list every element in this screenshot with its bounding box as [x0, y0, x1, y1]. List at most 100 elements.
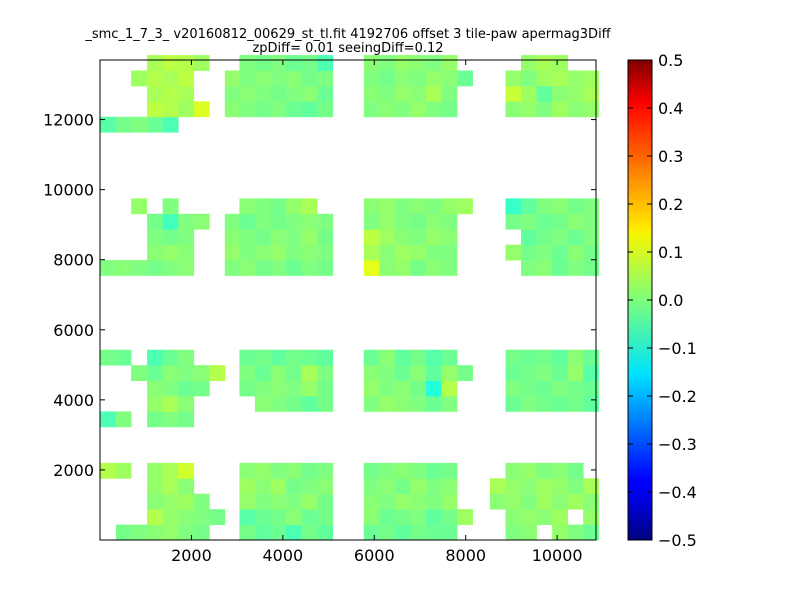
- heatmap-cell: [254, 55, 271, 71]
- heatmap-cell: [521, 101, 537, 118]
- heatmap-cell: [254, 509, 271, 525]
- heatmap-cell: [286, 396, 302, 412]
- heatmap-cell: [178, 493, 195, 510]
- heatmap-cell: [379, 85, 396, 102]
- heatmap-cell: [147, 524, 164, 541]
- heatmap-cell: [394, 462, 411, 479]
- heatmap-cell: [441, 213, 458, 230]
- heatmap-cell: [317, 70, 334, 87]
- heatmap-cell: [536, 213, 553, 230]
- heatmap-cell: [239, 213, 256, 230]
- heatmap-cell: [425, 101, 442, 118]
- heatmap-cell: [567, 380, 584, 397]
- y-tick-label: 2000: [53, 461, 94, 480]
- heatmap-cell: [567, 524, 584, 541]
- heatmap-cell: [254, 380, 271, 397]
- heatmap-cell: [425, 396, 442, 412]
- y-tick-label: 6000: [53, 321, 94, 340]
- heatmap-cell: [224, 244, 241, 261]
- heatmap-cell: [505, 365, 522, 381]
- heatmap-cell: [505, 509, 522, 525]
- heatmap-cell: [425, 493, 442, 510]
- heatmap-cell: [567, 462, 584, 479]
- heatmap-cell: [224, 85, 241, 102]
- heatmap-cell: [567, 70, 584, 87]
- heatmap-cell: [254, 260, 271, 276]
- heatmap-cell: [363, 70, 380, 87]
- heatmap-cell: [379, 70, 396, 87]
- heatmap-cell: [286, 101, 302, 118]
- heatmap-cell: [394, 70, 411, 87]
- heatmap-cell: [567, 213, 584, 230]
- heatmap-cell: [441, 365, 458, 381]
- heatmap-cell: [521, 229, 537, 246]
- heatmap-cell: [505, 493, 522, 510]
- heatmap-cell: [317, 229, 334, 246]
- heatmap-cell: [270, 380, 287, 397]
- heatmap-cell: [567, 229, 584, 246]
- heatmap-cell: [162, 396, 179, 412]
- heatmap-cell: [178, 509, 195, 525]
- x-tick-label: 8000: [445, 546, 486, 565]
- heatmap-cell: [394, 478, 411, 495]
- heatmap-cell: [363, 509, 380, 525]
- heatmap-cell: [410, 462, 427, 479]
- heatmap-cell: [162, 85, 179, 102]
- heatmap-cell: [489, 478, 506, 495]
- heatmap-cell: [239, 85, 256, 102]
- heatmap-cell: [131, 198, 148, 215]
- heatmap-cell: [583, 524, 600, 541]
- heatmap-cell: [254, 462, 271, 479]
- heatmap-cell: [178, 213, 195, 230]
- heatmap-cell: [394, 55, 411, 71]
- heatmap-cell: [583, 380, 600, 397]
- heatmap-cell: [270, 509, 287, 525]
- heatmap-cell: [239, 55, 256, 71]
- heatmap-cell: [270, 244, 287, 261]
- heatmap-cell: [270, 478, 287, 495]
- heatmap-cell: [147, 478, 164, 495]
- heatmap-cell: [552, 70, 569, 87]
- heatmap-cell: [379, 229, 396, 246]
- heatmap-cell: [521, 396, 537, 412]
- heatmap-cell: [441, 524, 458, 541]
- heatmap-cell: [270, 213, 287, 230]
- heatmap-cell: [254, 493, 271, 510]
- heatmap-cell: [239, 524, 256, 541]
- heatmap-cell: [425, 244, 442, 261]
- heatmap-cell: [162, 349, 179, 366]
- heatmap-cell: [379, 462, 396, 479]
- heatmap-cell: [286, 365, 302, 381]
- heatmap-cell: [583, 365, 600, 381]
- heatmap-cell: [521, 213, 537, 230]
- heatmap-cell: [270, 70, 287, 87]
- heatmap-cell: [410, 229, 427, 246]
- heatmap-cell: [489, 493, 506, 510]
- heatmap-cell: [521, 509, 537, 525]
- heatmap-cell: [116, 524, 132, 541]
- heatmap-cell: [193, 493, 210, 510]
- heatmap-cell: [425, 70, 442, 87]
- heatmap-cell: [270, 462, 287, 479]
- heatmap-cell: [363, 380, 380, 397]
- heatmap-cell: [425, 462, 442, 479]
- heatmap-cell: [147, 380, 164, 397]
- heatmap-cell: [441, 260, 458, 276]
- colorbar-tick-label: −0.1: [658, 339, 697, 358]
- heatmap-cell: [363, 260, 380, 276]
- heatmap-cell: [162, 380, 179, 397]
- heatmap-cell: [410, 213, 427, 230]
- heatmap-cell: [505, 213, 522, 230]
- heatmap-cell: [363, 478, 380, 495]
- heatmap-cell: [552, 101, 569, 118]
- heatmap-cell: [505, 478, 522, 495]
- heatmap-cell: [270, 101, 287, 118]
- heatmap-cell: [301, 55, 318, 71]
- heatmap-cell: [521, 524, 537, 541]
- heatmap-cell: [286, 478, 302, 495]
- heatmap-cell: [270, 524, 287, 541]
- heatmap-cell: [317, 213, 334, 230]
- heatmap-cell: [254, 478, 271, 495]
- heatmap-cell: [301, 478, 318, 495]
- heatmap-cell: [457, 365, 473, 381]
